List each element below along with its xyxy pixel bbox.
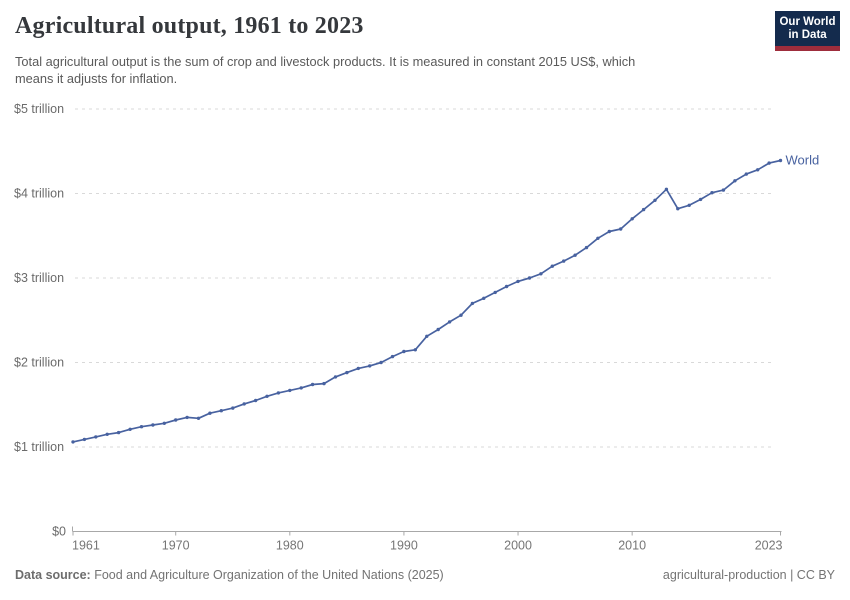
x-tick-label: 2000 <box>504 539 532 553</box>
data-point-marker <box>162 421 166 425</box>
data-source: Data source: Food and Agriculture Organi… <box>15 568 444 582</box>
data-point-marker <box>345 370 349 375</box>
data-point-marker <box>710 191 714 195</box>
series-label-world: World <box>786 153 820 168</box>
data-point-marker <box>276 391 281 395</box>
data-point-marker <box>527 276 532 280</box>
y-tick-label: $3 trillion <box>14 271 64 285</box>
data-point-marker <box>265 394 269 398</box>
data-point-marker <box>676 207 680 211</box>
chart-subtitle: Total agricultural output is the sum of … <box>15 53 760 87</box>
y-tick-label: $0 <box>52 525 66 539</box>
data-point-marker <box>687 203 691 207</box>
x-tick-label: 1990 <box>390 539 418 553</box>
data-point-marker <box>333 375 338 379</box>
data-point-marker <box>516 279 520 284</box>
data-point-marker <box>299 386 303 390</box>
x-tick-label: 1980 <box>276 539 304 553</box>
data-point-marker <box>390 354 395 359</box>
data-source-label: Data source: <box>15 568 91 582</box>
data-point-marker <box>253 398 258 403</box>
data-point-marker <box>756 168 760 172</box>
y-tick-label: $2 trillion <box>14 356 64 370</box>
data-point-marker <box>71 440 75 444</box>
data-point-marker <box>219 409 223 413</box>
data-point-marker <box>208 411 212 415</box>
data-point-marker <box>733 179 737 183</box>
chart-subtitle-line2: means it adjusts for inflation. <box>15 71 178 86</box>
chart-subtitle-line1: Total agricultural output is the sum of … <box>15 54 636 69</box>
data-point-marker <box>322 381 326 386</box>
data-point-marker <box>288 388 292 393</box>
data-point-marker <box>82 437 87 442</box>
data-point-marker <box>447 320 452 324</box>
footer-attribution: agricultural-production | CC BY <box>662 568 835 582</box>
data-point-marker <box>231 406 235 410</box>
data-point-marker <box>196 416 201 420</box>
page-title: Agricultural output, 1961 to 2023 <box>15 13 364 39</box>
data-point-marker <box>504 284 509 289</box>
data-point-marker <box>482 296 486 300</box>
data-point-marker <box>767 161 771 165</box>
data-point-marker <box>630 217 634 221</box>
data-point-marker <box>778 158 783 163</box>
data-point-marker <box>573 253 577 257</box>
data-point-marker <box>128 427 132 431</box>
data-point-marker <box>459 313 463 317</box>
data-point-marker <box>356 366 360 371</box>
owid-logo: Our World in Data <box>775 11 840 51</box>
data-point-marker <box>493 290 497 295</box>
world-line <box>72 159 782 443</box>
data-point-marker <box>653 198 657 202</box>
data-point-marker <box>151 423 155 427</box>
y-tick-label: $5 trillion <box>14 102 64 116</box>
data-point-marker <box>379 360 383 365</box>
data-point-marker <box>242 402 246 406</box>
data-point-marker <box>139 425 144 429</box>
y-tick-label: $1 trillion <box>14 440 64 454</box>
owid-logo-line2: in Data <box>788 28 827 41</box>
owid-logo-line1: Our World <box>779 15 836 28</box>
chart-footer: Data source: Food and Agriculture Organi… <box>15 568 835 582</box>
data-point-marker <box>698 197 703 202</box>
data-point-marker <box>185 415 189 420</box>
data-point-marker <box>619 227 623 231</box>
data-point-marker <box>607 229 611 234</box>
data-point-marker <box>664 187 669 191</box>
data-point-marker <box>721 188 726 192</box>
y-tick-label: $4 trillion <box>14 187 64 201</box>
x-tick-label: 2023 <box>755 539 783 553</box>
data-point-marker <box>402 349 406 354</box>
data-point-marker <box>584 245 589 250</box>
data-point-marker <box>470 301 475 306</box>
data-point-marker <box>562 259 566 263</box>
data-point-marker <box>425 334 429 338</box>
x-tick-label: 2010 <box>618 539 646 553</box>
data-point-marker <box>116 430 121 435</box>
data-point-marker <box>174 418 178 422</box>
data-point-marker <box>413 348 417 352</box>
data-point-marker <box>310 382 315 387</box>
x-tick-label: 1970 <box>162 539 190 553</box>
data-point-marker <box>641 207 646 212</box>
x-tick-label: 1961 <box>72 539 100 553</box>
data-point-marker <box>436 327 440 332</box>
data-point-marker <box>94 435 98 439</box>
data-point-marker <box>596 236 600 240</box>
data-point-marker <box>744 172 748 176</box>
data-point-marker <box>550 264 554 268</box>
data-source-text: Food and Agriculture Organization of the… <box>90 568 444 582</box>
data-point-marker <box>539 272 543 276</box>
data-point-marker <box>105 432 109 436</box>
data-point-marker <box>368 364 372 368</box>
